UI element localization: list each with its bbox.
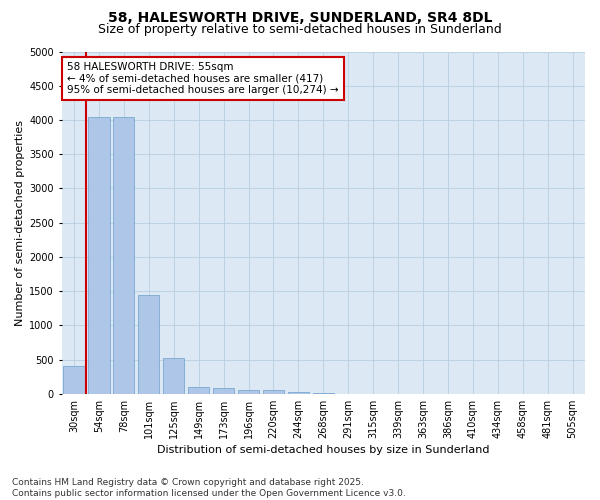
Text: Size of property relative to semi-detached houses in Sunderland: Size of property relative to semi-detach… [98,22,502,36]
X-axis label: Distribution of semi-detached houses by size in Sunderland: Distribution of semi-detached houses by … [157,445,490,455]
Bar [64,366,85,394]
Bar [163,358,184,394]
Bar [213,388,234,394]
Bar [313,393,334,394]
Bar [238,390,259,394]
Y-axis label: Number of semi-detached properties: Number of semi-detached properties [15,120,25,326]
Bar [263,390,284,394]
Bar [288,392,309,394]
Bar [138,294,160,394]
Bar [88,116,110,394]
Text: 58, HALESWORTH DRIVE, SUNDERLAND, SR4 8DL: 58, HALESWORTH DRIVE, SUNDERLAND, SR4 8D… [108,11,492,25]
Bar [113,116,134,394]
Text: Contains HM Land Registry data © Crown copyright and database right 2025.
Contai: Contains HM Land Registry data © Crown c… [12,478,406,498]
Bar [188,387,209,394]
Text: 58 HALESWORTH DRIVE: 55sqm
← 4% of semi-detached houses are smaller (417)
95% of: 58 HALESWORTH DRIVE: 55sqm ← 4% of semi-… [67,62,338,95]
